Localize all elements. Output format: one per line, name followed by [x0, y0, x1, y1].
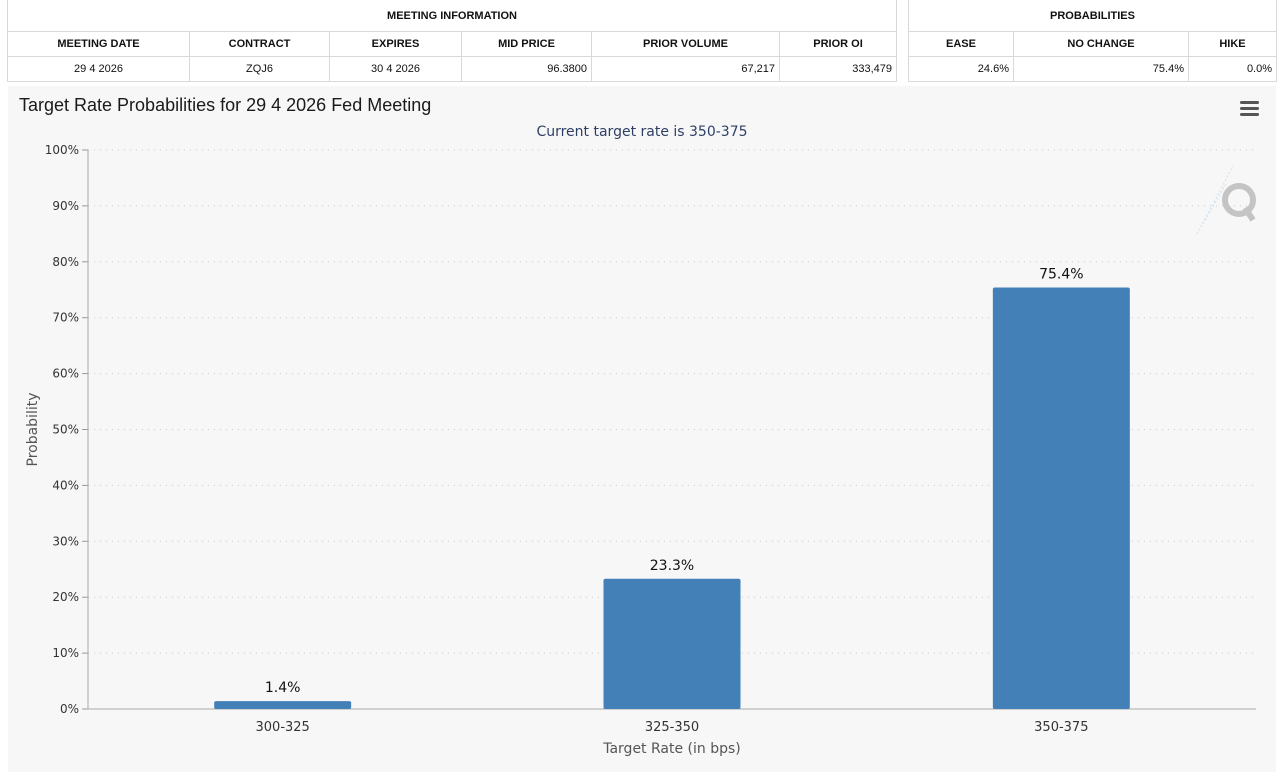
- bar-300-325: [214, 701, 352, 709]
- meeting-information-header: MEETING INFORMATION: [6, 0, 898, 32]
- no-change-value: 75.4%: [1013, 56, 1189, 82]
- y-tick-label: 0%: [60, 702, 79, 716]
- no-change-header: NO CHANGE: [1013, 31, 1189, 57]
- data-label: 23.3%: [650, 558, 694, 574]
- chart-panel: 0% 10% 20% 30% 40% 50% 60% 70% 80% 90% 100% 1.4% 300…: [8, 86, 1276, 772]
- probabilities-header: PROBABILITIES: [907, 0, 1278, 32]
- y-tick-label: 50%: [52, 423, 79, 437]
- y-tick-label: 100%: [45, 143, 79, 157]
- hike-header: HIKE: [1187, 31, 1278, 57]
- contract-value: ZQJ6: [189, 56, 330, 82]
- y-tick-label: 10%: [52, 646, 79, 660]
- meeting-date-header: MEETING DATE: [7, 31, 190, 57]
- table-row: 24.6% 75.4% 0.0%: [908, 56, 1278, 82]
- y-tick-label: 40%: [52, 478, 79, 492]
- contract-header: CONTRACT: [189, 31, 330, 57]
- y-tick-label: 60%: [52, 367, 79, 381]
- bar-chart: 0% 10% 20% 30% 40% 50% 60% 70% 80% 90% 100% 1.4% 300…: [25, 143, 1256, 757]
- y-axis-title: Probability: [25, 392, 41, 466]
- meeting-date-value: 29 4 2026: [7, 56, 190, 82]
- summary-tables: MEETING INFORMATION MEETING DATE CONTRAC…: [0, 0, 1280, 84]
- data-label: 1.4%: [265, 680, 301, 696]
- table-row: 29 4 2026 ZQJ6 30 4 2026 96.3800 67,217 …: [7, 56, 898, 82]
- probabilities-table: PROBABILITIES EASE NO CHANGE HIKE 24.6% …: [907, 0, 1278, 82]
- x-axis-title: Target Rate (in bps): [602, 741, 741, 757]
- y-tick-label: 90%: [52, 199, 79, 213]
- y-tick-label: 80%: [52, 255, 79, 269]
- chart-title: Target Rate Probabilities for 29 4 2026 …: [19, 95, 432, 115]
- x-tick-label: 300-325: [256, 720, 310, 735]
- x-tick-label: 350-375: [1034, 720, 1088, 735]
- meeting-information-table: MEETING INFORMATION MEETING DATE CONTRAC…: [6, 0, 898, 82]
- prior-oi-value: 333,479: [778, 56, 898, 82]
- data-label: 75.4%: [1039, 267, 1083, 283]
- y-tick-label: 30%: [52, 534, 79, 548]
- mid-price-value: 96.3800: [461, 56, 592, 82]
- y-tick-label: 70%: [52, 311, 79, 325]
- hike-value: 0.0%: [1187, 56, 1278, 82]
- prior-oi-header: PRIOR OI: [778, 31, 898, 57]
- x-tick-label: 325-350: [645, 720, 699, 735]
- hamburger-menu-icon[interactable]: [1240, 101, 1260, 117]
- prior-volume-header: PRIOR VOLUME: [591, 31, 780, 57]
- q-logo-icon: [1196, 165, 1256, 235]
- expires-header: EXPIRES: [329, 31, 462, 57]
- chart-subtitle: Current target rate is 350-375: [536, 124, 748, 140]
- ease-header: EASE: [908, 31, 1014, 57]
- bar-325-350: [603, 578, 741, 709]
- y-tick-label: 20%: [52, 590, 79, 604]
- expires-value: 30 4 2026: [329, 56, 462, 82]
- ease-value: 24.6%: [908, 56, 1014, 82]
- bar-350-375: [992, 287, 1130, 709]
- prior-volume-value: 67,217: [591, 56, 780, 82]
- mid-price-header: MID PRICE: [461, 31, 592, 57]
